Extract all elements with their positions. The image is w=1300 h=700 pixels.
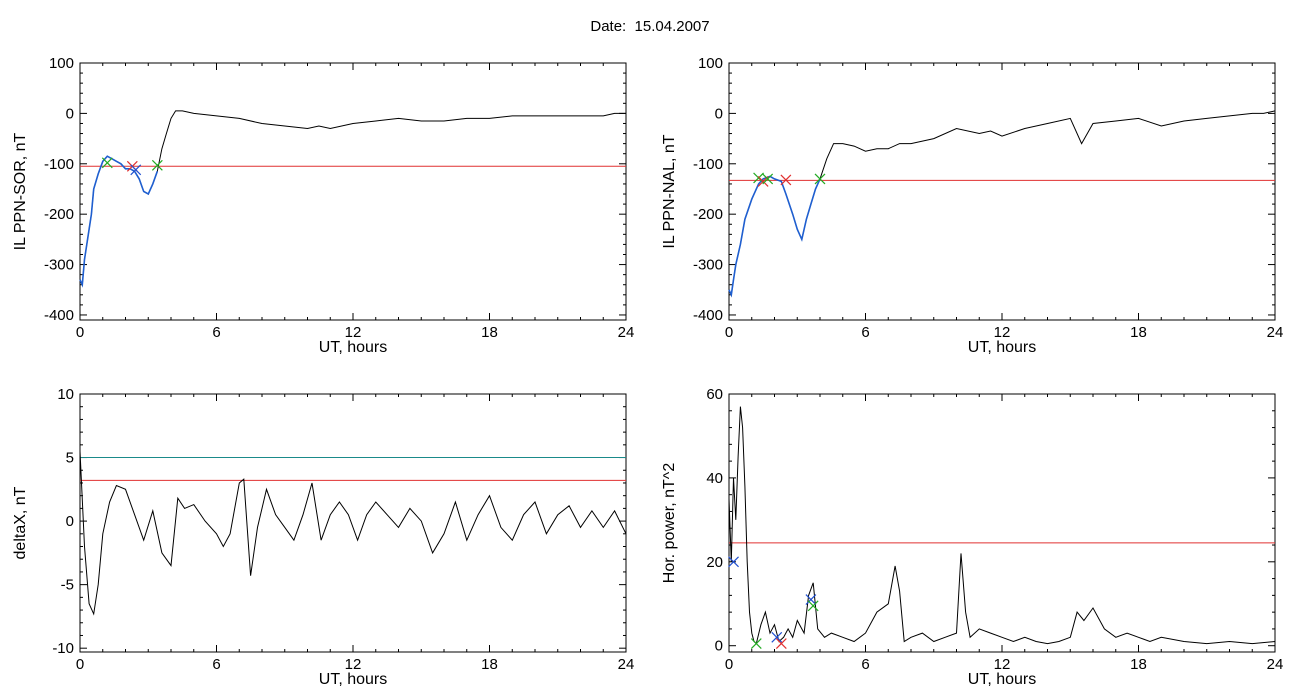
x-axis-title: UT, hours <box>968 671 1036 688</box>
event-marker <box>728 556 739 568</box>
data-trace <box>79 110 626 287</box>
y-tick-label: 10 <box>57 386 74 403</box>
x-tick-label: 18 <box>481 324 498 341</box>
y-tick-label: 0 <box>66 513 74 530</box>
x-tick-label: 18 <box>481 656 498 673</box>
y-tick-label: 0 <box>715 105 723 122</box>
chart-panel-il-ppn-sor: 0 6 12 18 24 -400 -300 -200 -100 0 100 UT, hours IL … <box>12 55 634 356</box>
x-tick-label: 6 <box>212 324 220 341</box>
x-tick-label: 24 <box>1267 656 1284 673</box>
y-tick-label: 0 <box>715 638 723 655</box>
data-trace <box>79 451 627 616</box>
x-tick-label: 6 <box>861 656 869 673</box>
y-tick-label: 100 <box>698 55 723 72</box>
y-tick-label: -5 <box>61 577 74 594</box>
y-tick-label: -100 <box>44 156 74 173</box>
page-title: Date: 15.04.2007 <box>590 18 710 35</box>
event-marker <box>775 638 787 650</box>
plot-frame <box>728 393 1276 653</box>
x-tick-label: 24 <box>618 656 635 673</box>
x-tick-label: 0 <box>725 656 733 673</box>
event-marker <box>771 631 783 643</box>
y-tick-label: 100 <box>49 55 74 72</box>
x-tick-label: 18 <box>1130 324 1147 341</box>
x-tick-label: 6 <box>212 656 220 673</box>
x-tick-label: 12 <box>994 324 1011 341</box>
y-tick-label: -200 <box>44 206 74 223</box>
event-marker <box>805 594 817 605</box>
x-tick-label: 12 <box>345 324 362 341</box>
y-tick-label: -400 <box>44 307 74 324</box>
y-tick-label: 40 <box>706 470 723 487</box>
y-axis-title: deltaX, nT <box>12 486 29 559</box>
y-tick-label: 20 <box>706 554 723 571</box>
event-marker <box>101 157 113 169</box>
y-tick-label: -100 <box>693 156 723 173</box>
x-tick-label: 0 <box>725 324 733 341</box>
event-marker <box>130 164 142 176</box>
event-marker <box>151 159 163 171</box>
y-axis-title: IL PPN-NAL, nT <box>661 134 678 248</box>
event-marker <box>780 174 792 186</box>
x-tick-label: 0 <box>76 324 84 341</box>
plot-frame <box>79 393 627 653</box>
y-tick-label: -300 <box>693 257 723 274</box>
highlight-trace <box>79 155 159 288</box>
y-axis-title: IL PPN-SOR, nT <box>12 132 29 250</box>
x-tick-label: 24 <box>618 324 635 341</box>
x-tick-label: 0 <box>76 656 84 673</box>
event-marker <box>762 173 774 185</box>
x-axis-title: UT, hours <box>968 339 1036 356</box>
highlight-trace <box>728 175 821 298</box>
x-tick-label: 18 <box>1130 656 1147 673</box>
plot-frame <box>79 62 627 321</box>
event-marker <box>814 173 826 185</box>
x-tick-label: 12 <box>345 656 362 673</box>
y-tick-label: -200 <box>693 206 723 223</box>
event-marker <box>753 172 764 184</box>
y-axis-title: Hor. power, nT^2 <box>661 463 678 584</box>
x-axis-title: UT, hours <box>319 671 387 688</box>
y-tick-label: -300 <box>44 257 74 274</box>
y-tick-label: -10 <box>52 640 74 657</box>
event-marker <box>807 600 819 612</box>
x-tick-label: 12 <box>994 656 1011 673</box>
y-tick-label: -400 <box>693 307 723 324</box>
plot-frame <box>728 62 1276 321</box>
chart-panel-hor-power: 0 6 12 18 24 0 20 40 60 UT, hours Hor. power, nT^2 <box>661 386 1283 688</box>
event-marker <box>750 638 762 650</box>
y-tick-label: 5 <box>66 450 74 467</box>
x-tick-label: 6 <box>861 324 869 341</box>
chart-panel-il-ppn-nal: 0 6 12 18 24 -400 -300 -200 -100 0 100 UT, hours IL … <box>661 55 1283 356</box>
y-tick-label: 60 <box>706 386 723 403</box>
y-tick-label: 0 <box>66 105 74 122</box>
chart-panel-deltax: 0 6 12 18 24 -10 -5 0 5 10 UT, hours deltaX, nT <box>12 386 634 688</box>
x-tick-label: 24 <box>1267 324 1284 341</box>
x-axis-title: UT, hours <box>319 339 387 356</box>
